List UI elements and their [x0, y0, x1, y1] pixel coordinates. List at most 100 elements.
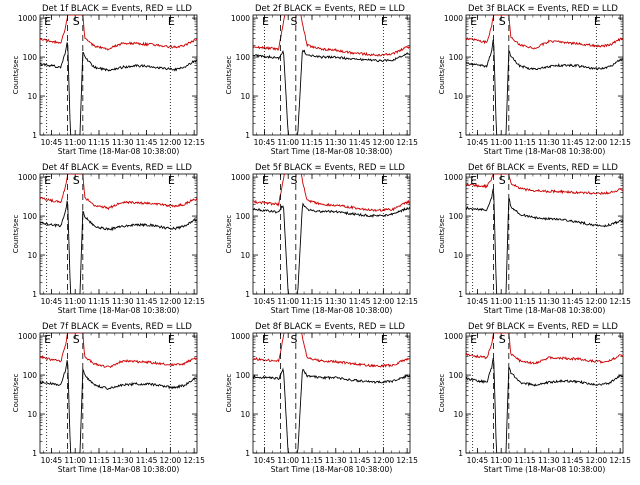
chart-title: Det 6f BLACK = Events, RED = LLD: [468, 163, 618, 173]
x-tick-label: 11:00: [64, 138, 86, 147]
marker-label: E: [470, 333, 477, 346]
y-tick-label: 100: [449, 371, 464, 380]
x-tick-label: 11:15: [514, 456, 536, 465]
y-tick-label: 1: [32, 290, 37, 299]
plot-frame: [465, 332, 624, 454]
series-group: [253, 333, 410, 453]
chart-panel: Det 9f BLACK = Events, RED = LLD 1 10 100 10…: [438, 322, 631, 474]
marker-label: S: [290, 15, 297, 28]
y-tick-label: 100: [23, 371, 38, 380]
x-tick-label: 11:15: [88, 138, 110, 147]
x-tick-label: 12:00: [373, 297, 395, 306]
series-group: [466, 174, 623, 294]
series-line: [253, 49, 410, 135]
x-axis-label: Start Time (18-Mar-08 10:38:00): [58, 465, 180, 474]
x-tick-label: 12:15: [609, 297, 631, 306]
series-line: [40, 360, 197, 453]
series-line: [466, 174, 623, 196]
x-tick-label: 11:45: [349, 138, 371, 147]
chart-title: Det 2f BLACK = Events, RED = LLD: [255, 4, 405, 14]
y-axis-label: Counts/sec: [12, 374, 20, 413]
y-tick-label: 10: [453, 410, 463, 419]
x-tick-label: 11:30: [112, 456, 134, 465]
marker-label: E: [262, 333, 269, 346]
y-tick-label: 100: [23, 212, 38, 221]
x-tick-label: 12:00: [160, 297, 182, 306]
y-tick-label: 100: [449, 53, 464, 62]
series-line: [253, 367, 410, 453]
x-tick-label: 10:45: [254, 456, 276, 465]
series-group: [466, 333, 623, 453]
x-tick-label: 12:00: [160, 456, 182, 465]
x-tick-label: 12:15: [396, 297, 418, 306]
y-axis-label: Counts/sec: [12, 215, 20, 254]
y-axis-label: Counts/sec: [438, 56, 446, 95]
y-tick-label: 1: [458, 131, 463, 140]
series-line: [253, 15, 410, 57]
series-line: [40, 200, 197, 294]
x-tick-label: 11:30: [538, 456, 560, 465]
x-tick-label: 12:15: [396, 138, 418, 147]
x-tick-label: 11:15: [514, 297, 536, 306]
x-tick-label: 12:15: [183, 456, 205, 465]
series-group: [253, 174, 410, 294]
x-axis-label: Start Time (18-Mar-08 10:38:00): [271, 465, 393, 474]
y-axis-label: Counts/sec: [225, 374, 233, 413]
x-tick-label: 11:15: [301, 297, 323, 306]
x-tick-label: 11:00: [64, 456, 86, 465]
marker-label: S: [499, 15, 506, 28]
x-tick-label: 11:15: [301, 138, 323, 147]
y-tick-label: 1: [32, 131, 37, 140]
x-tick-label: 11:00: [277, 456, 299, 465]
x-tick-label: 11:00: [64, 297, 86, 306]
x-tick-label: 12:15: [609, 138, 631, 147]
x-tick-label: 11:45: [562, 297, 584, 306]
y-tick-label: 1000: [18, 173, 37, 182]
marker-label: S: [73, 15, 80, 28]
x-tick-label: 10:45: [254, 138, 276, 147]
x-tick-label: 12:00: [373, 138, 395, 147]
marker-label: E: [594, 174, 601, 187]
x-tick-label: 11:30: [112, 138, 134, 147]
series-line: [40, 15, 197, 51]
chart-title: Det 8f BLACK = Events, RED = LLD: [255, 322, 405, 332]
series-line: [253, 174, 410, 212]
x-axis-label: Start Time (18-Mar-08 10:38:00): [58, 147, 180, 156]
y-tick-label: 1000: [444, 14, 463, 23]
y-tick-label: 10: [27, 92, 37, 101]
x-tick-label: 10:45: [41, 297, 63, 306]
y-axis-label: Counts/sec: [12, 56, 20, 95]
marker-label: E: [594, 15, 601, 28]
chart-title: Det 4f BLACK = Events, RED = LLD: [42, 163, 192, 173]
marker-label: E: [168, 333, 175, 346]
y-tick-label: 1: [458, 290, 463, 299]
x-tick-label: 12:00: [586, 138, 608, 147]
y-tick-label: 1000: [231, 173, 250, 182]
y-tick-label: 1000: [444, 332, 463, 341]
series-group: [40, 333, 197, 453]
series-line: [466, 188, 623, 294]
plot-frame: [252, 173, 411, 295]
x-tick-label: 11:45: [349, 456, 371, 465]
marker-label: E: [262, 15, 269, 28]
marker-label: S: [499, 174, 506, 187]
y-tick-label: 1: [458, 449, 463, 458]
x-axis-label: Start Time (18-Mar-08 10:38:00): [484, 465, 606, 474]
plot-frame: [252, 14, 411, 136]
y-tick-label: 10: [453, 251, 463, 260]
marker-label: E: [470, 174, 477, 187]
chart-title: Det 9f BLACK = Events, RED = LLD: [468, 322, 618, 332]
marker-label: E: [168, 15, 175, 28]
chart-title: Det 5f BLACK = Events, RED = LLD: [255, 163, 405, 173]
x-tick-label: 10:45: [467, 297, 489, 306]
x-tick-label: 11:45: [562, 138, 584, 147]
x-tick-label: 10:45: [41, 138, 63, 147]
y-tick-label: 10: [453, 92, 463, 101]
chart-panel: Det 6f BLACK = Events, RED = LLD 1 10 100 10…: [438, 163, 631, 315]
marker-label: S: [73, 174, 80, 187]
plot-frame: [465, 173, 624, 295]
chart-title: Det 1f BLACK = Events, RED = LLD: [42, 4, 192, 14]
plot-frame: [252, 332, 411, 454]
y-axis-label: Counts/sec: [438, 215, 446, 254]
